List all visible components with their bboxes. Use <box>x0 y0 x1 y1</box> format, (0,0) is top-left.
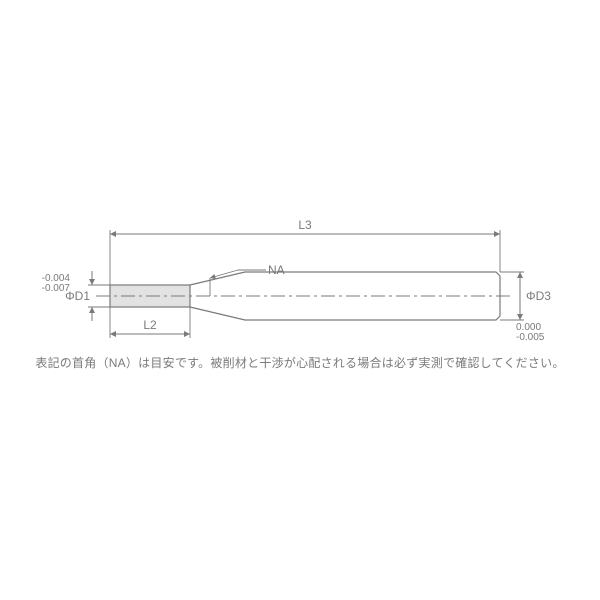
svg-text:NA: NA <box>268 263 285 277</box>
svg-text:-0.005: -0.005 <box>516 332 545 343</box>
svg-text:L3: L3 <box>298 218 312 232</box>
svg-text:-0.007: -0.007 <box>42 283 71 294</box>
tool-drawing: L3L2NAΦD1-0.004-0.007ΦD30.000-0.005 <box>0 0 600 600</box>
caption-text: 表記の首角（NA）は目安です。被削材と干渉が心配される場合は必ず実測で確認してく… <box>0 354 600 371</box>
svg-text:L2: L2 <box>143 318 157 332</box>
svg-text:ΦD3: ΦD3 <box>526 289 551 303</box>
